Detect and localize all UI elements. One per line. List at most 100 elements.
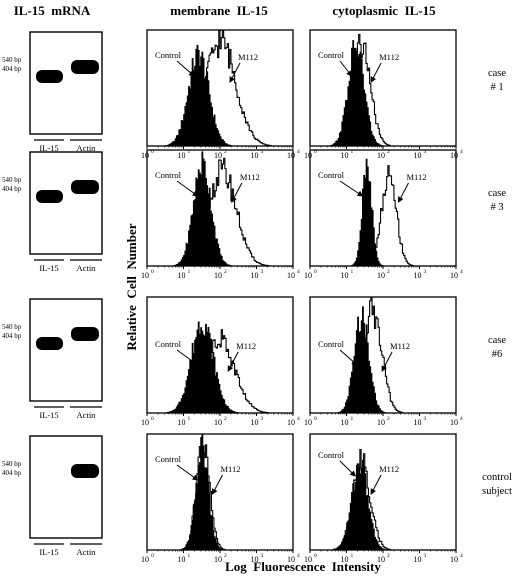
il15-band xyxy=(36,190,63,203)
x-tick-label: 10 xyxy=(377,418,385,427)
row-label-line2: subject xyxy=(482,486,512,497)
control-arrow xyxy=(339,460,356,477)
control-label: Control xyxy=(155,339,182,349)
lane-label-il15: IL-15 xyxy=(39,263,58,273)
x-tick-label: 10 xyxy=(178,418,186,427)
x-tick-label: 10 xyxy=(341,151,349,160)
x-tick-exponent: 1 xyxy=(351,149,354,155)
x-tick-label: 10 xyxy=(251,555,259,564)
x-tick-label: 10 xyxy=(450,271,458,280)
x-tick-exponent: 2 xyxy=(224,416,227,422)
x-tick-exponent: 2 xyxy=(387,553,390,559)
x-tick-exponent: 0 xyxy=(314,553,317,559)
m112-label: M112 xyxy=(379,464,399,474)
header-membrane: membrane IL-15 xyxy=(170,3,268,18)
x-tick-exponent: 4 xyxy=(460,553,463,559)
m112-arrow xyxy=(398,182,409,203)
control-label: Control xyxy=(155,50,182,60)
x-tick-label: 10 xyxy=(251,418,259,427)
x-tick-exponent: 2 xyxy=(224,269,227,275)
x-tick-label: 10 xyxy=(304,418,312,427)
x-tick-exponent: 4 xyxy=(460,269,463,275)
x-axis-label: Log Fluorescence Intensity xyxy=(225,559,381,574)
x-tick-label: 10 xyxy=(341,271,349,280)
row-label-line2: #6 xyxy=(492,349,503,360)
control-label: Control xyxy=(155,170,182,180)
m112-arrow xyxy=(370,474,382,495)
control-arrow xyxy=(339,180,364,197)
row-label-line2: # 3 xyxy=(490,202,503,213)
row-label-line1: case xyxy=(488,68,506,79)
x-tick-label: 10 xyxy=(214,555,222,564)
m112-arrow xyxy=(227,351,239,372)
control-label: Control xyxy=(318,450,345,460)
x-tick-exponent: 1 xyxy=(351,269,354,275)
lane-label-il15: IL-15 xyxy=(39,547,58,557)
x-tick-label: 10 xyxy=(450,555,458,564)
x-tick-label: 10 xyxy=(377,271,385,280)
m112-histogram xyxy=(147,444,293,550)
x-tick-exponent: 1 xyxy=(188,269,191,275)
x-tick-label: 10 xyxy=(304,151,312,160)
control-histogram xyxy=(147,44,293,146)
m112-label: M112 xyxy=(238,52,258,62)
m112-histogram xyxy=(310,448,456,550)
x-tick-label: 10 xyxy=(450,418,458,427)
control-label: Control xyxy=(318,50,345,60)
m112-histogram xyxy=(310,33,456,146)
bp-marker-404: 404 bp xyxy=(2,65,22,73)
x-tick-label: 10 xyxy=(287,418,295,427)
x-tick-label: 10 xyxy=(251,151,259,160)
gel-frame xyxy=(29,31,103,135)
control-histogram xyxy=(147,434,293,550)
x-tick-label: 10 xyxy=(141,271,149,280)
row-label-line1: case xyxy=(488,335,506,346)
x-tick-exponent: 2 xyxy=(387,416,390,422)
x-tick-exponent: 1 xyxy=(351,553,354,559)
actin-band xyxy=(71,180,99,194)
x-tick-label: 10 xyxy=(214,151,222,160)
control-label: Control xyxy=(318,339,345,349)
bp-marker-540: 540 bp xyxy=(2,460,22,468)
x-tick-label: 10 xyxy=(414,271,422,280)
m112-label: M112 xyxy=(240,172,260,182)
bp-marker-404: 404 bp xyxy=(2,469,22,477)
m112-arrow xyxy=(381,351,393,372)
row-label-line1: control xyxy=(482,472,512,483)
lane-label-il15: IL-15 xyxy=(39,143,58,153)
lane-label-actin: Actin xyxy=(77,547,97,557)
x-tick-label: 10 xyxy=(141,555,149,564)
x-tick-label: 10 xyxy=(251,271,259,280)
lane-label-actin: Actin xyxy=(77,410,97,420)
x-tick-label: 10 xyxy=(414,418,422,427)
m112-arrow xyxy=(212,474,223,495)
x-tick-label: 10 xyxy=(304,271,312,280)
m112-arrow xyxy=(231,182,243,203)
x-tick-exponent: 0 xyxy=(151,553,154,559)
control-arrow xyxy=(176,60,195,77)
gel-frame xyxy=(29,298,103,402)
m112-arrow xyxy=(229,62,241,83)
x-tick-label: 10 xyxy=(214,271,222,280)
actin-band xyxy=(71,60,99,74)
x-tick-exponent: 0 xyxy=(314,416,317,422)
x-tick-exponent: 3 xyxy=(261,149,264,155)
row-label-line1: case xyxy=(488,188,506,199)
x-tick-label: 10 xyxy=(304,555,312,564)
x-tick-label: 10 xyxy=(377,151,385,160)
il15-band xyxy=(36,337,63,350)
gel-frame xyxy=(29,435,103,539)
lane-label-actin: Actin xyxy=(77,263,97,273)
